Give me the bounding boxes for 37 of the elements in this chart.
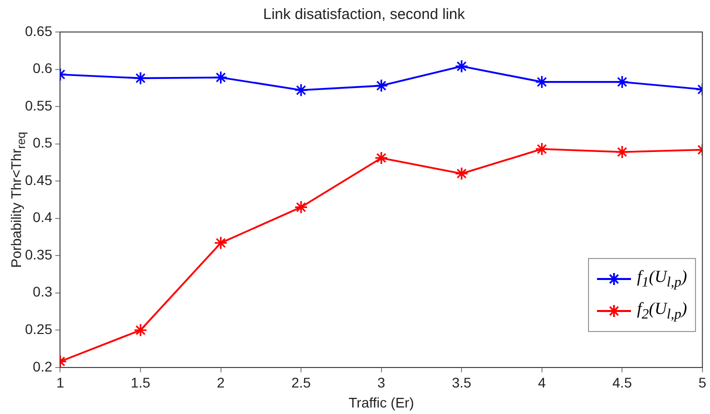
point: [374, 78, 388, 92]
x-tick-label: 5: [698, 374, 706, 391]
y-tick-label: 0.65: [25, 22, 52, 39]
point: [615, 75, 629, 89]
point: [134, 323, 148, 337]
point: [134, 71, 148, 86]
y-tick-label: 0.35: [25, 246, 52, 262]
y-tick-label: 0.25: [25, 320, 52, 337]
point: [454, 166, 468, 180]
y-tick-label: 0.6: [32, 60, 52, 76]
legend-label: f$_{1}$(U$_{l,p}$): [637, 266, 687, 292]
chart-title: Link disatisfaction, second link: [263, 6, 466, 24]
x-tick-label: 2.5: [291, 374, 311, 391]
y-tick-label: 0.4: [32, 209, 52, 226]
y-tick-label: 0.3: [32, 284, 52, 300]
point: [214, 70, 228, 84]
y-tick-label: 0.55: [25, 97, 52, 114]
x-axis-title: Traffic (Er): [348, 394, 414, 410]
y-tick-label: 0.5: [32, 134, 52, 151]
x-tick-label: 1.5: [130, 374, 150, 391]
x-tick-label: 1: [56, 374, 64, 391]
x-tick-label: 4: [538, 374, 546, 391]
point: [454, 59, 468, 74]
point: [535, 75, 549, 89]
point: [535, 142, 549, 156]
x-tick-label: 3: [377, 374, 386, 391]
point: [214, 236, 228, 250]
legend-label: f$_{2}$(U$_{l,p}$): [637, 298, 687, 324]
x-tick-label: 4.5: [612, 374, 632, 391]
point: [374, 151, 388, 165]
point: [294, 83, 308, 97]
y-tick-label: 0.2: [32, 358, 52, 374]
y-tick-label: 0.45: [25, 172, 52, 188]
x-tick-label: 2: [216, 374, 225, 391]
x-tick-label: 3.5: [452, 374, 472, 391]
point: [615, 145, 629, 159]
point: [294, 200, 308, 214]
